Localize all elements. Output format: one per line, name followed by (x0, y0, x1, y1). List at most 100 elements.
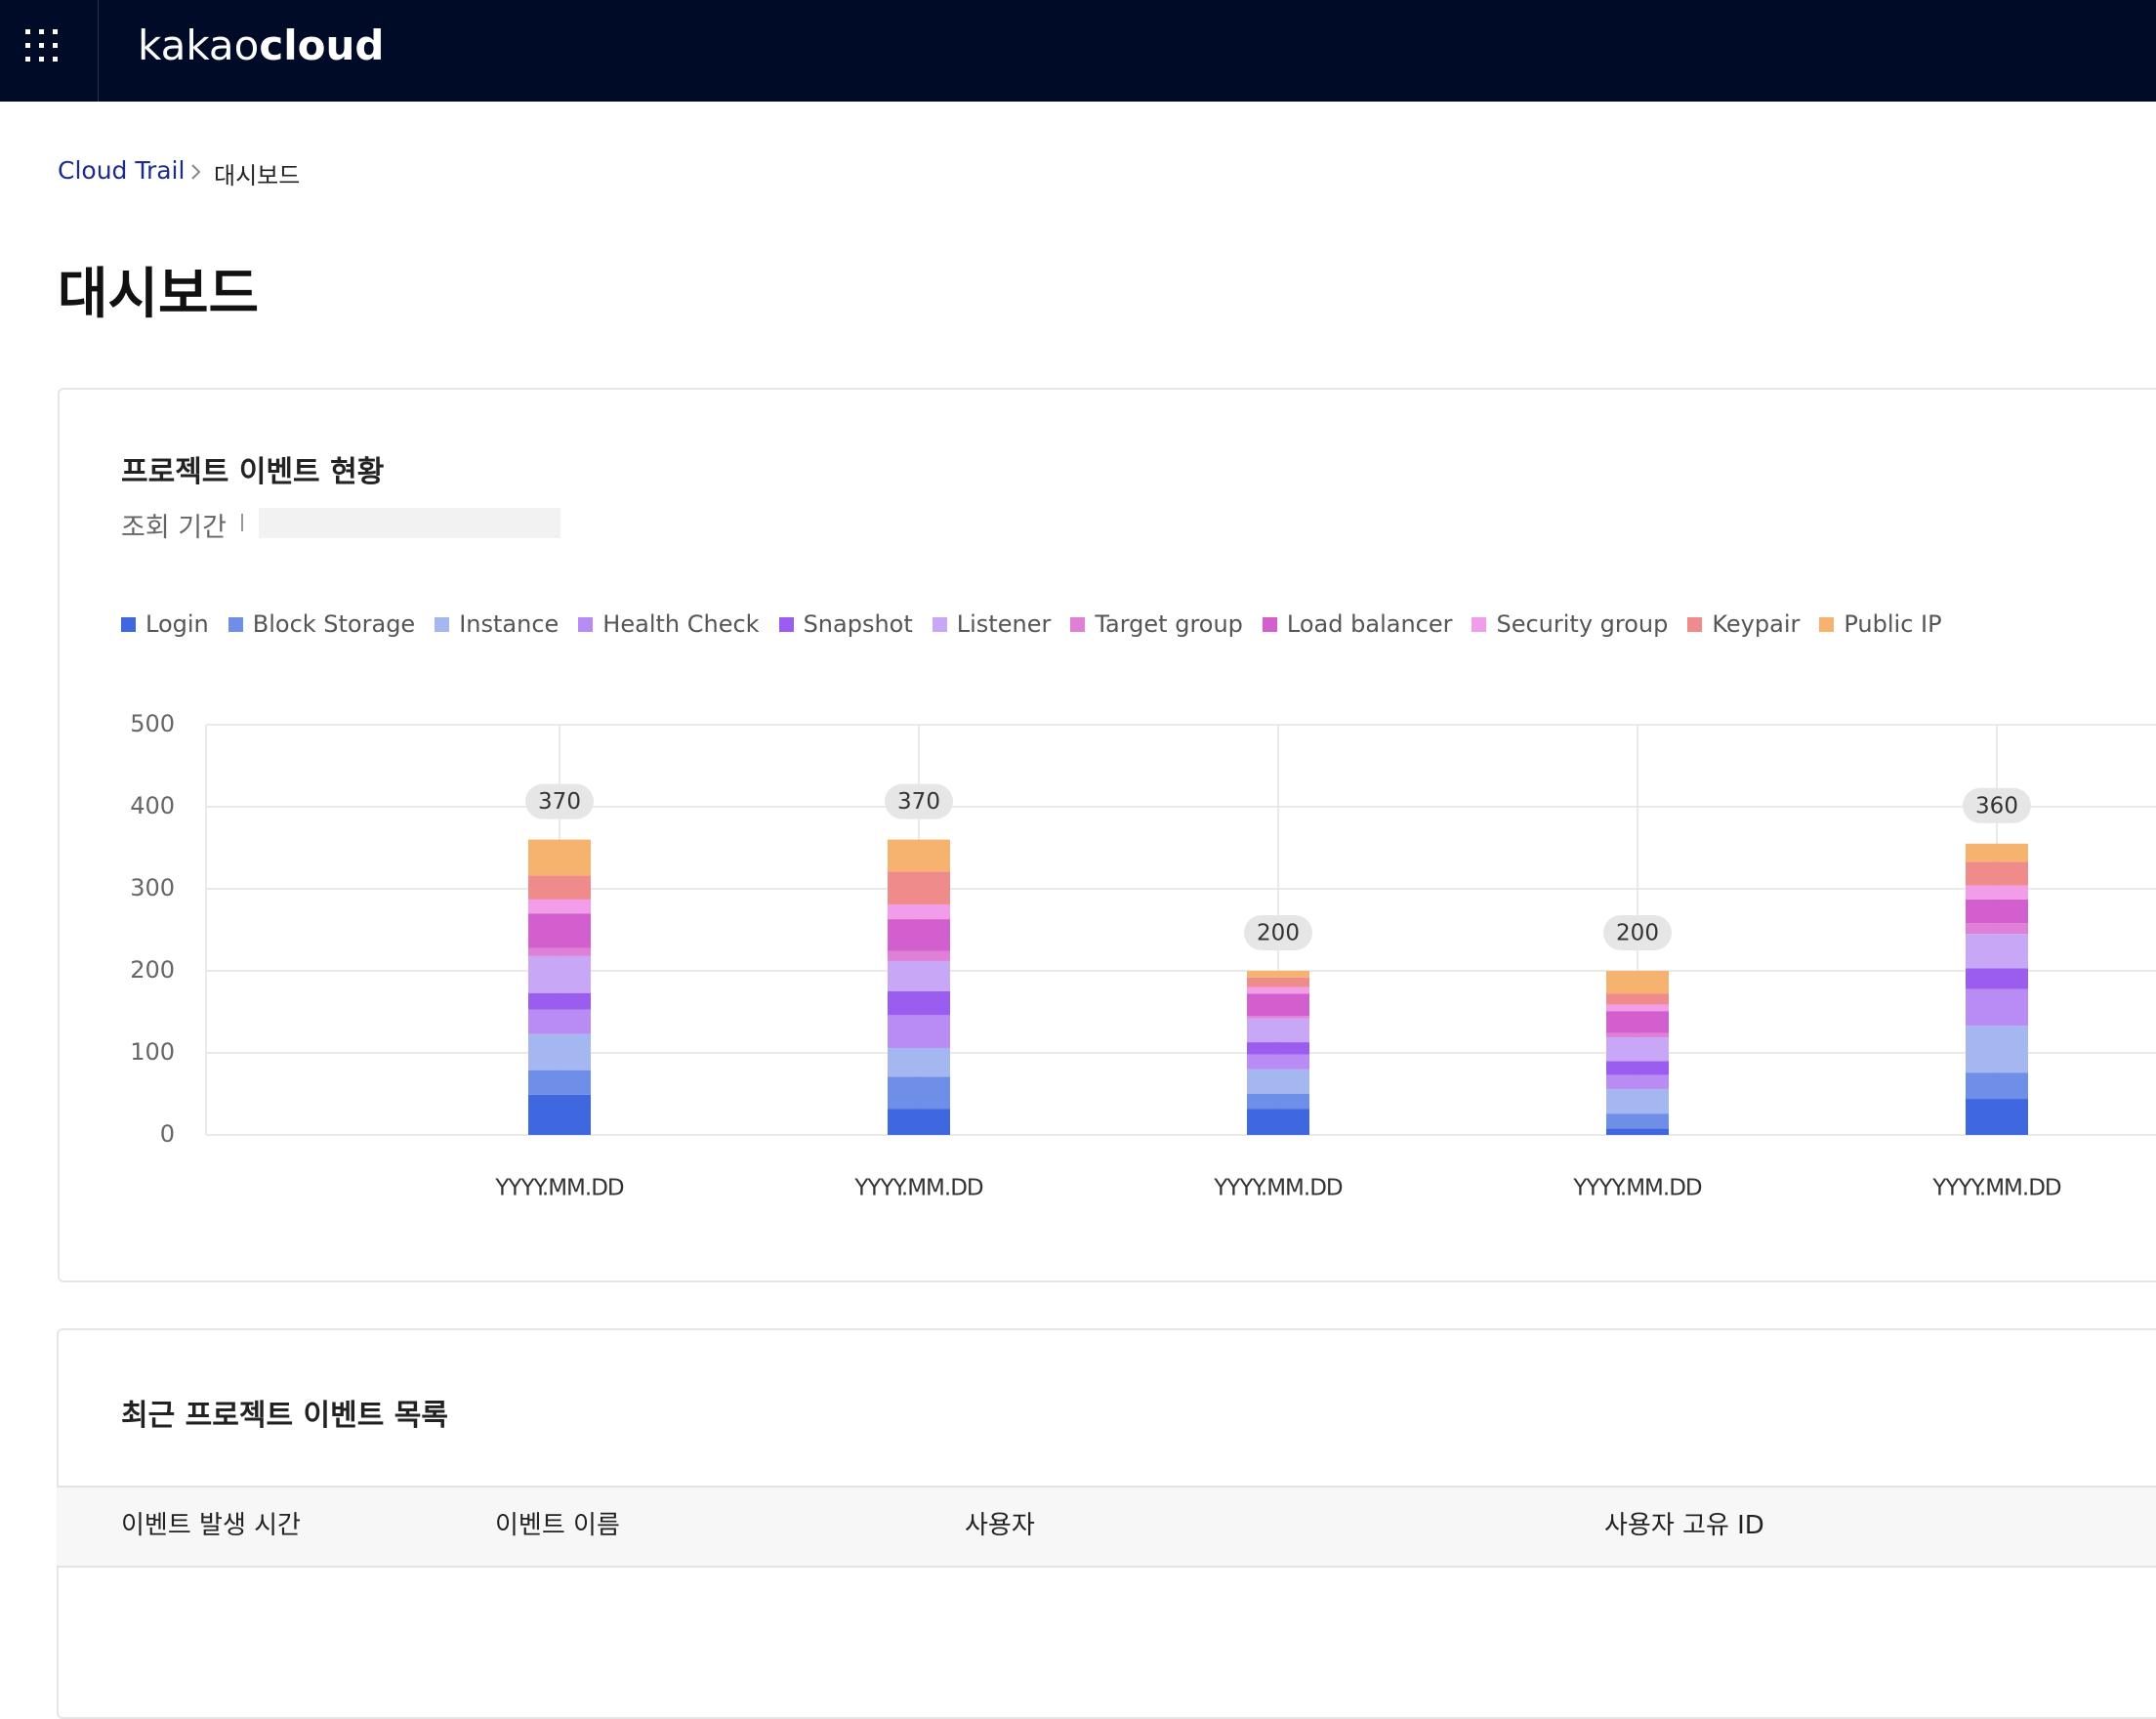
legend-item: Login (121, 610, 209, 638)
legend-swatch (932, 616, 947, 632)
y-tick-label: 400 (130, 792, 175, 819)
y-tick-label: 300 (130, 874, 175, 901)
legend: Login Block Storage Instance Health Check Sn… (121, 610, 1942, 638)
bar-segment (888, 1109, 950, 1135)
bar-segment (528, 1009, 591, 1034)
legend-swatch (1819, 616, 1835, 632)
bar-segment (888, 1047, 950, 1077)
page-title: 대시보드 (58, 263, 260, 326)
column-header: 이벤트 이름 (495, 1511, 620, 1540)
bar-segment (1606, 1037, 1669, 1062)
total-pill (525, 783, 594, 819)
total-label: 200 (1616, 921, 1659, 946)
column-header: 이벤트 발생 시간 (121, 1511, 301, 1540)
bar-segment (528, 992, 591, 1010)
x-tick-label: YYYY.MM.DD (1213, 1176, 1343, 1201)
x-tick-label: YYYY.MM.DD (1931, 1176, 2061, 1201)
breadcrumb-chevron (191, 164, 201, 180)
legend-swatch (1687, 616, 1703, 632)
bar-segment (1966, 1072, 2028, 1100)
breadcrumb-link[interactable]: Cloud Trail (58, 156, 186, 185)
legend-swatch (778, 616, 794, 632)
legend-label: Listener (956, 610, 1052, 638)
y-tick-label: 0 (160, 1120, 175, 1148)
bar-segment (1247, 986, 1309, 994)
legend-swatch (1070, 616, 1086, 632)
y-tick-label: 100 (130, 1038, 175, 1066)
divider (98, 0, 99, 102)
bar-segment (528, 1069, 591, 1095)
legend-swatch (578, 616, 594, 632)
legend-label: Public IP (1844, 610, 1942, 638)
bar-segment (1247, 1054, 1309, 1069)
total-label: 360 (1975, 793, 2018, 818)
legend-item: Security group (1472, 610, 1668, 638)
bar-segment (888, 950, 950, 961)
legend-label: Load balancer (1286, 610, 1453, 638)
bar-segment (1606, 1128, 1669, 1135)
bar-segment (1606, 971, 1669, 994)
bar-segment (1966, 1026, 2028, 1073)
total-pill (1603, 915, 1672, 950)
bar-segment (1606, 993, 1669, 1005)
bar-segment (528, 947, 591, 956)
bar-segment (1966, 1099, 2028, 1135)
bar-segment (528, 875, 591, 900)
legend-label: Block Storage (252, 610, 416, 638)
legend-item: Listener (932, 610, 1052, 638)
bar-segment (1247, 1094, 1309, 1110)
legend-label: Health Check (602, 610, 760, 638)
legend-label: Security group (1496, 610, 1669, 638)
legend-swatch (435, 616, 450, 632)
x-tick-label: YYYY.MM.DD (494, 1176, 624, 1201)
legend-item: Instance (435, 610, 559, 638)
legend-item: Block Storage (228, 610, 415, 638)
bar-segment (888, 991, 950, 1016)
bar-segment (528, 955, 591, 993)
y-tick-label: 200 (130, 956, 175, 984)
legend-item: Snapshot (778, 610, 913, 638)
bar-segment (528, 839, 591, 876)
bar-segment (528, 913, 591, 948)
bar-segment (528, 1094, 591, 1135)
top-bar: kakaocloud (0, 0, 2156, 102)
card-title: 최근 프로젝트 이벤트 목록 (121, 1399, 448, 1433)
bar-segment (888, 903, 950, 920)
bar-segment (888, 919, 950, 951)
legend-item: Keypair (1687, 610, 1800, 638)
logo[interactable]: kakaocloud (138, 21, 384, 69)
bar-segment (1247, 1109, 1309, 1135)
bar-segment (888, 839, 950, 872)
total-pill (1244, 915, 1312, 950)
legend-label: Target group (1095, 610, 1243, 638)
app-menu-icon[interactable] (25, 29, 64, 68)
total-pill (1963, 787, 2031, 823)
bar-segment (1606, 1088, 1669, 1114)
period-input[interactable] (259, 508, 560, 538)
bar-segment (888, 871, 950, 904)
total-label: 370 (538, 789, 581, 815)
bar-segment (528, 1033, 591, 1070)
breadcrumb-current: 대시보드 (214, 162, 301, 189)
table-header (57, 1486, 2156, 1568)
bar-segment (1966, 885, 2028, 900)
logo-part: cloud (259, 21, 385, 69)
logo-part: kakao (138, 21, 260, 69)
bar-segment (1247, 1042, 1309, 1055)
bar-segment (1606, 1032, 1669, 1038)
bar-segment (888, 960, 950, 991)
x-tick-label: YYYY.MM.DD (853, 1176, 983, 1201)
bar-segment (1247, 1018, 1309, 1043)
legend-item: Health Check (578, 610, 760, 638)
bar-segment (888, 1076, 950, 1110)
bar-segment (1966, 968, 2028, 989)
bar-segment (888, 1015, 950, 1048)
bar-segment (1247, 1016, 1309, 1019)
legend-swatch (1472, 616, 1487, 632)
legend-label: Keypair (1712, 610, 1801, 638)
bar-segment (1247, 993, 1309, 1017)
total-label: 370 (897, 789, 940, 815)
bar-segment (1247, 971, 1309, 978)
legend-swatch (228, 616, 243, 632)
